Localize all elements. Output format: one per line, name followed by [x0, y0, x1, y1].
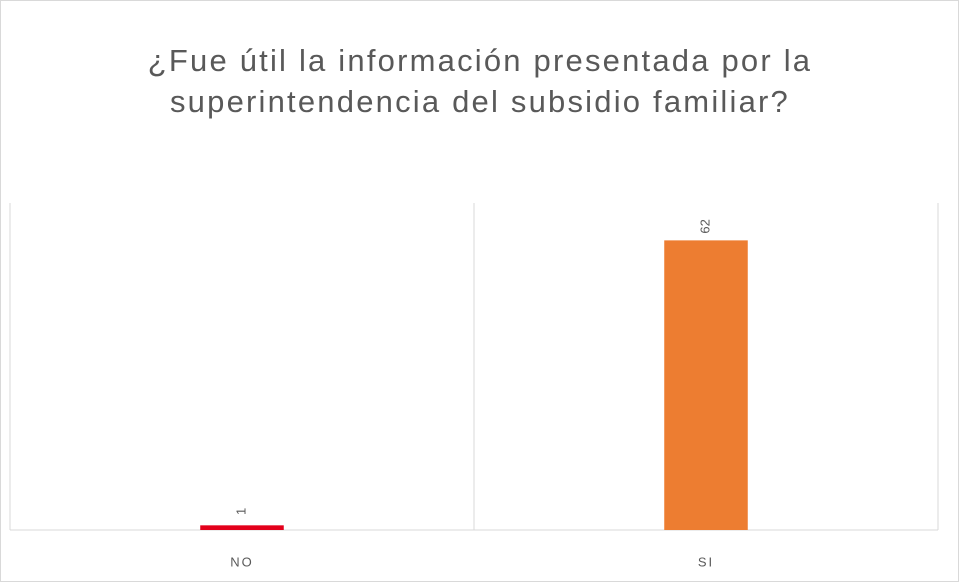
- chart-title: ¿Fue útil la información presentada por …: [147, 43, 813, 119]
- x-tick-label: SI: [698, 554, 714, 569]
- data-label: 62: [697, 219, 712, 233]
- data-label: 1: [233, 508, 248, 515]
- x-tick-label: NO: [230, 554, 254, 569]
- bar: [664, 240, 748, 530]
- bar: [200, 525, 284, 530]
